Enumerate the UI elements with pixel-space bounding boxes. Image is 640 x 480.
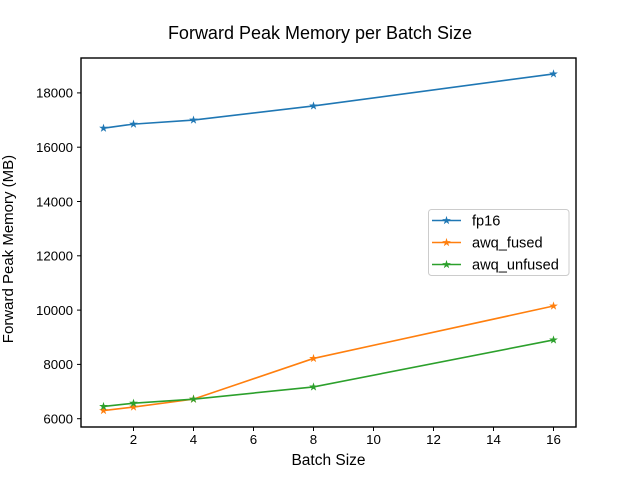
svg-text:8: 8 xyxy=(310,432,317,447)
svg-text:awq_unfused: awq_unfused xyxy=(472,258,559,274)
svg-text:14000: 14000 xyxy=(36,194,73,209)
svg-text:12: 12 xyxy=(426,432,441,447)
svg-text:10: 10 xyxy=(366,432,381,447)
svg-text:18000: 18000 xyxy=(36,86,73,101)
svg-text:12000: 12000 xyxy=(36,249,73,264)
svg-text:8000: 8000 xyxy=(43,357,73,372)
svg-text:fp16: fp16 xyxy=(472,214,500,230)
svg-text:2: 2 xyxy=(130,432,137,447)
svg-text:10000: 10000 xyxy=(36,303,73,318)
svg-text:awq_fused: awq_fused xyxy=(472,236,543,252)
svg-text:14: 14 xyxy=(486,432,501,447)
svg-text:16000: 16000 xyxy=(36,140,73,155)
svg-text:6: 6 xyxy=(250,432,257,447)
svg-text:6000: 6000 xyxy=(43,412,73,427)
svg-text:4: 4 xyxy=(190,432,197,447)
svg-text:16: 16 xyxy=(546,432,561,447)
svg-text:Forward Peak Memory (MB): Forward Peak Memory (MB) xyxy=(0,155,17,343)
